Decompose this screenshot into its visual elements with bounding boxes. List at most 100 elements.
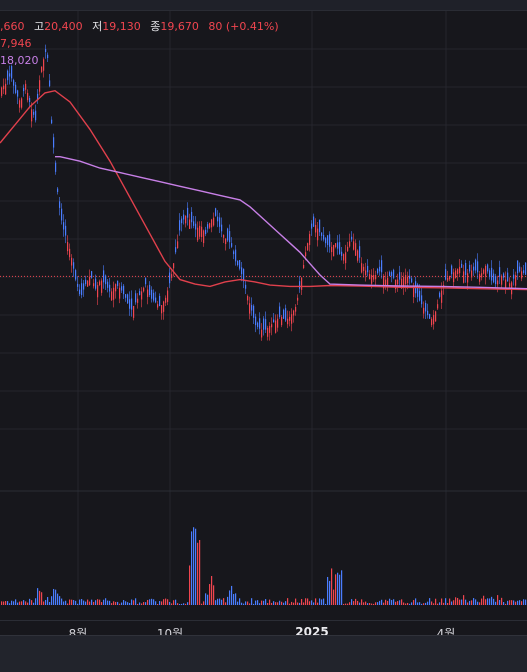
volume-bar [157,603,159,605]
candle [259,318,261,329]
candle [201,226,203,237]
volume-bar [179,603,181,605]
volume-bar [309,601,311,605]
volume-bar [151,598,153,605]
volume-bar [181,603,183,605]
candle [61,208,63,221]
candle [137,298,139,303]
candle [139,291,141,296]
candle [81,283,83,296]
volume-bar [121,602,123,605]
volume-bar [261,600,263,605]
candle [465,262,467,276]
candle [439,292,441,297]
candle [243,268,245,282]
candle [313,216,315,227]
volume-bar [45,599,47,605]
low-value: 19,130 [102,20,141,33]
volume-bar [415,598,417,605]
volume-bar [513,600,515,605]
volume-bar [287,598,289,605]
candle [83,283,85,290]
volume-bar [21,601,23,605]
volume-bar [75,600,77,605]
price-chart[interactable] [0,11,527,609]
candle [79,289,81,295]
candle [389,272,391,276]
volume-bar [175,599,177,605]
volume-bar [311,600,313,605]
volume-bar [341,570,343,605]
volume-bar [375,602,377,605]
candle [17,90,19,97]
candle [157,304,159,308]
volume-bar [269,599,271,605]
candle [143,287,145,292]
volume-bar [295,598,297,605]
candle [279,306,281,317]
candle [299,281,301,289]
volume-bar [133,600,135,605]
volume-bar [37,588,39,605]
volume-bar [195,528,197,605]
candle [339,242,341,255]
ma-long-value: 18,020 [0,54,39,67]
volume-bar [23,600,25,605]
volume-bar [141,603,143,605]
volume-bar [227,596,229,605]
volume-bar [211,576,213,605]
candle [509,283,511,287]
candle [399,272,401,280]
candle [525,262,527,275]
candle [265,319,267,330]
candle [383,275,385,289]
volume-bar [203,601,205,605]
volume-bar [153,599,155,605]
volume-bar [519,600,521,605]
candle [331,246,333,253]
volume-bar [321,599,323,605]
volume-bar [255,600,257,605]
chart-area[interactable]: ,660 고20,400 저19,130 종19,670 80 (+0.41%)… [0,11,527,641]
volume-bar [363,602,365,605]
candle [55,162,57,172]
volume-bar [1,601,3,605]
candle [33,111,35,115]
candle [127,294,129,304]
volume-bar [349,602,351,605]
grid-lines [0,11,527,609]
volume-bar [385,599,387,605]
candle [445,269,447,280]
volume-bar [47,597,49,605]
volume-bar [161,601,163,605]
volume-bar [495,601,497,605]
candle [189,219,191,229]
volume-bar [147,599,149,605]
volume-bar [61,598,63,605]
volume-bar [215,600,217,605]
candle [419,290,421,301]
candle [183,214,185,220]
change-value: 80 (+0.41%) [208,20,279,33]
volume-bar [73,600,75,605]
candle [333,244,335,257]
volume-bar [293,602,295,605]
volume-bar [107,600,109,605]
candle [499,267,501,277]
volume-bar [299,602,301,605]
volume-bar [403,602,405,605]
volume-bar [81,599,83,605]
candle [69,248,71,258]
volume-bar [503,602,505,605]
candle [345,252,347,264]
volume-bar [67,603,69,605]
candle [363,266,365,271]
volume-bar [291,601,293,605]
candle [453,272,455,283]
volume-bar [145,602,147,605]
volume-bar [489,598,491,605]
candle [521,271,523,279]
candle [469,264,471,272]
candle [245,284,247,289]
volume-bar [467,602,469,605]
